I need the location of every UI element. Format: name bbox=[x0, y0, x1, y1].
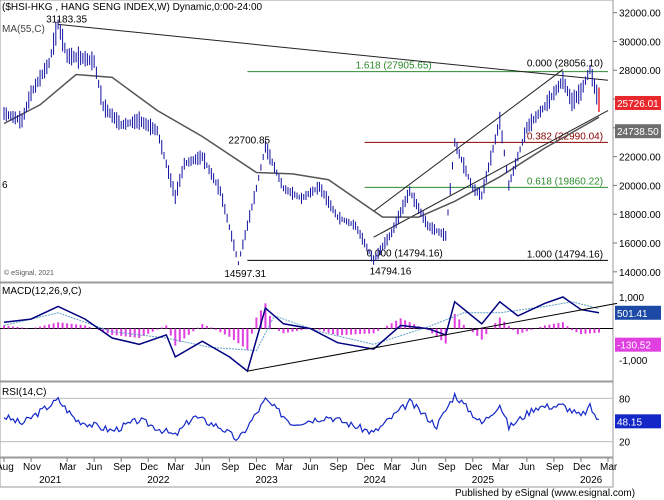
ma-value-badge-bg bbox=[615, 124, 661, 139]
price-annotation: 14794.16 bbox=[370, 266, 412, 277]
rsi-label: RSI(14,C) bbox=[2, 387, 46, 398]
macd-signal-line bbox=[3, 301, 600, 352]
fib-level-label: 1.000 (14794.16) bbox=[527, 249, 603, 260]
price-tick-label: 30000.00 bbox=[619, 37, 661, 48]
month-label: Sep bbox=[438, 462, 456, 473]
rsi-value-badge: 48.15 bbox=[617, 417, 642, 428]
fib-level-label: 1.618 (27905.65) bbox=[356, 61, 432, 72]
rsi-panel bbox=[0, 381, 614, 458]
macd-line bbox=[3, 296, 600, 373]
macd-tick-label: 1,000 bbox=[619, 293, 644, 304]
price-annotation: 31183.35 bbox=[46, 14, 87, 25]
month-label: Dec bbox=[140, 462, 158, 473]
copyright-label: © eSignal, 2021 bbox=[4, 269, 54, 277]
price-tick-label: 32000.00 bbox=[619, 9, 661, 20]
month-label: Jun bbox=[194, 462, 210, 473]
partial-left-label: 6 bbox=[2, 180, 8, 191]
price-annotation: 14597.31 bbox=[224, 269, 266, 280]
macd-tick-label: -1,000 bbox=[619, 356, 648, 367]
month-label: Dec bbox=[248, 462, 266, 473]
month-label: Dec bbox=[573, 462, 591, 473]
month-label: Jun bbox=[519, 462, 535, 473]
chart-title: ($HSI-HKG , HANG SENG INDEX,W) Dynamic,0… bbox=[2, 2, 263, 13]
year-label: 2021 bbox=[39, 475, 62, 486]
month-label: Jun bbox=[303, 462, 319, 473]
month-label: Nov bbox=[23, 462, 41, 473]
month-label: Dec bbox=[357, 462, 375, 473]
month-label: Sep bbox=[330, 462, 348, 473]
price-panel bbox=[0, 0, 614, 283]
footer-credit: Published by eSignal (www.esignal.com) bbox=[455, 488, 635, 499]
year-label: 2024 bbox=[364, 475, 387, 486]
month-label: Dec bbox=[465, 462, 483, 473]
rsi-tick-label: 20 bbox=[619, 438, 631, 449]
month-label: Mar bbox=[600, 462, 618, 473]
time-axis-panel bbox=[0, 457, 614, 488]
price-tick-label: 16000.00 bbox=[619, 239, 661, 250]
last-price-badge: 25726.01 bbox=[617, 99, 659, 110]
macd-hist-badge: -130.52 bbox=[617, 341, 651, 352]
month-label: Mar bbox=[59, 462, 77, 473]
month-label: Sep bbox=[221, 462, 239, 473]
price-tick-label: 20000.00 bbox=[619, 181, 661, 192]
rsi-tick-label: 80 bbox=[619, 394, 631, 405]
price-tick-label: 28000.00 bbox=[619, 66, 661, 77]
ma-label: MA(55,C) bbox=[2, 24, 45, 35]
year-label: 2023 bbox=[255, 475, 278, 486]
price-annotation: 22700.85 bbox=[228, 136, 270, 147]
year-label: 2026 bbox=[580, 475, 603, 486]
month-label: Sep bbox=[546, 462, 564, 473]
fib-level-label: 0.000 (28056.10) bbox=[527, 58, 603, 69]
price-tick-label: 22000.00 bbox=[619, 153, 661, 164]
year-label: 2022 bbox=[147, 475, 170, 486]
month-label: Mar bbox=[167, 462, 185, 473]
macd-hist-badge-bg bbox=[615, 337, 661, 352]
macd-value-badge-bg bbox=[615, 305, 661, 320]
ma-line bbox=[3, 73, 600, 218]
downtrend-line bbox=[58, 23, 609, 81]
month-label: Mar bbox=[384, 462, 402, 473]
month-label: Mar bbox=[275, 462, 293, 473]
month-label: Sep bbox=[113, 462, 131, 473]
channel-lower-line bbox=[373, 110, 609, 238]
rsi-value-badge-bg bbox=[615, 414, 661, 429]
macd-panel bbox=[0, 282, 614, 382]
month-label: Jun bbox=[411, 462, 427, 473]
price-tick-label: 14000.00 bbox=[619, 268, 661, 279]
macd-label: MACD(12,26,9,C) bbox=[2, 286, 81, 297]
fib-left-label: 0.000 (14794.16) bbox=[367, 248, 443, 259]
rsi-line bbox=[3, 391, 600, 442]
month-label: Mar bbox=[492, 462, 510, 473]
channel-upper-line bbox=[373, 69, 564, 212]
year-label: 2025 bbox=[472, 475, 495, 486]
price-tick-label: 18000.00 bbox=[619, 210, 661, 221]
ma-value-badge: 24738.50 bbox=[617, 127, 659, 138]
macd-trendline bbox=[247, 302, 618, 372]
month-label: Jun bbox=[86, 462, 102, 473]
macd-value-badge: 501.41 bbox=[617, 309, 648, 320]
fib-level-label: 0.618 (19860.22) bbox=[527, 176, 603, 187]
month-label: Aug bbox=[0, 462, 14, 473]
last-price-badge-bg bbox=[615, 95, 661, 110]
